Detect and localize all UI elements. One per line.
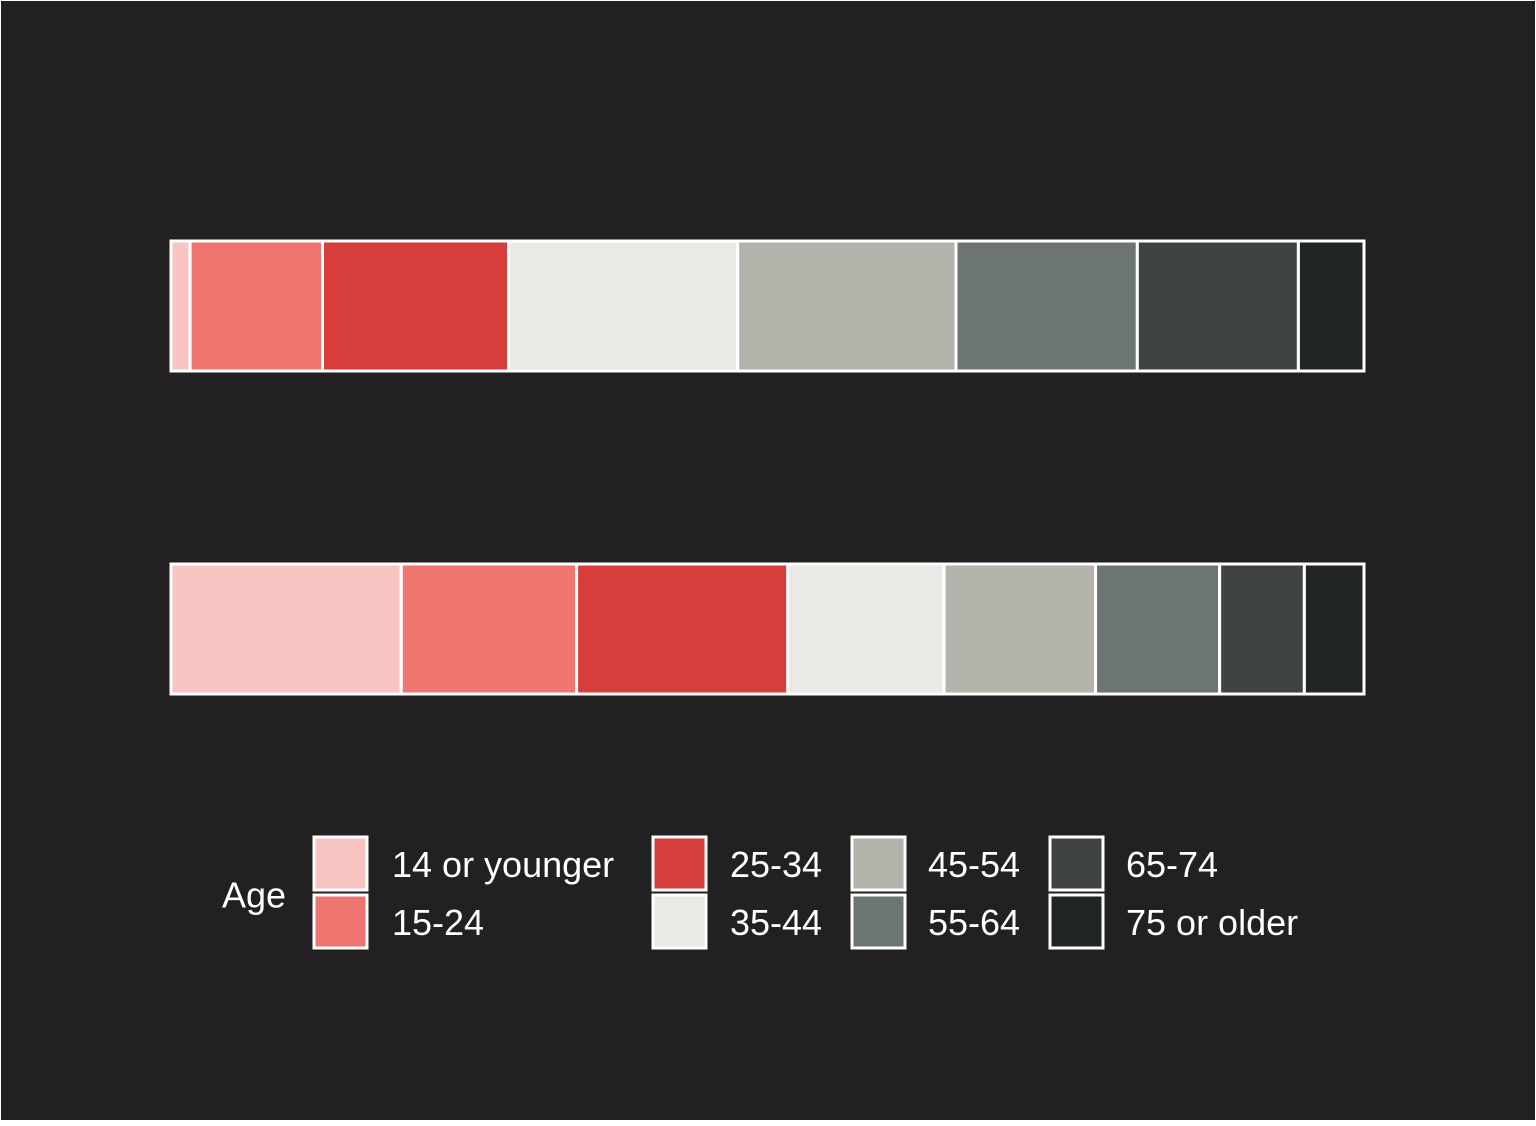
bar-segment-14-or-younger: [169, 562, 403, 696]
bar-segment-45-54: [736, 239, 958, 373]
legend-swatch: [850, 893, 907, 950]
legend-item: 35-44: [651, 893, 822, 950]
bar-segment-15-24: [188, 239, 325, 373]
legend: Age 14 or younger 15-24 25-34 35-44 45-54 55-…: [222, 835, 1298, 950]
legend-item: 65-74: [1048, 835, 1218, 892]
bar-segment-55-64: [1094, 562, 1222, 696]
legend-item: 75 or older: [1048, 893, 1298, 950]
bar-segment-25-34: [575, 562, 790, 696]
bar-segment-35-44: [786, 562, 946, 696]
bar-segment-35-44: [507, 239, 740, 373]
legend-swatch: [312, 835, 369, 892]
legend-swatch: [850, 835, 907, 892]
legend-label: 75 or older: [1126, 902, 1298, 943]
legend-swatch: [312, 893, 369, 950]
legend-label: 14 or younger: [392, 844, 614, 885]
legend-item: 15-24: [312, 893, 484, 950]
legend-item: 55-64: [850, 893, 1020, 950]
bar-segment-75-or-older: [1302, 562, 1366, 696]
legend-label: 25-34: [730, 844, 822, 885]
bar-segment-25-34: [321, 239, 511, 373]
bar-segment-65-74: [1218, 562, 1306, 696]
legend-label: 35-44: [730, 902, 822, 943]
legend-item: 45-54: [850, 835, 1020, 892]
bar-row-1: [169, 239, 1366, 373]
bar-segment-15-24: [399, 562, 579, 696]
legend-label: 15-24: [392, 902, 484, 943]
bar-segment-55-64: [954, 239, 1139, 373]
legend-swatch: [1048, 835, 1105, 892]
bar-segment-65-74: [1135, 239, 1300, 373]
legend-swatch: [651, 835, 708, 892]
bar-segment-14-or-younger: [169, 239, 192, 373]
legend-label: 65-74: [1126, 844, 1218, 885]
legend-item: 14 or younger: [312, 835, 614, 892]
legend-item: 25-34: [651, 835, 822, 892]
bars-layer: [169, 239, 1366, 696]
legend-title: Age: [222, 875, 286, 916]
legend-swatch: [651, 893, 708, 950]
bar-segment-75-or-older: [1296, 239, 1366, 373]
bar-row-2: [169, 562, 1366, 696]
bar-segment-45-54: [942, 562, 1098, 696]
legend-swatch: [1048, 893, 1105, 950]
legend-label: 55-64: [928, 902, 1020, 943]
legend-label: 45-54: [928, 844, 1020, 885]
